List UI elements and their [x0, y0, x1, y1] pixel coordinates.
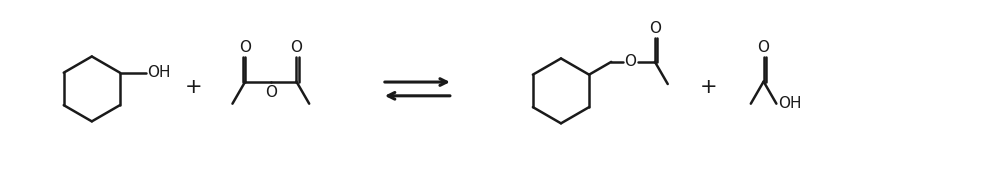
Text: +: +: [184, 77, 202, 97]
Text: O: O: [290, 40, 302, 55]
Text: O: O: [624, 54, 636, 69]
Text: O: O: [239, 40, 251, 55]
Text: O: O: [649, 21, 661, 36]
Text: OH: OH: [778, 96, 802, 111]
Text: O: O: [265, 85, 277, 100]
Text: +: +: [700, 77, 717, 97]
Text: O: O: [758, 40, 770, 55]
Text: OH: OH: [147, 65, 171, 80]
